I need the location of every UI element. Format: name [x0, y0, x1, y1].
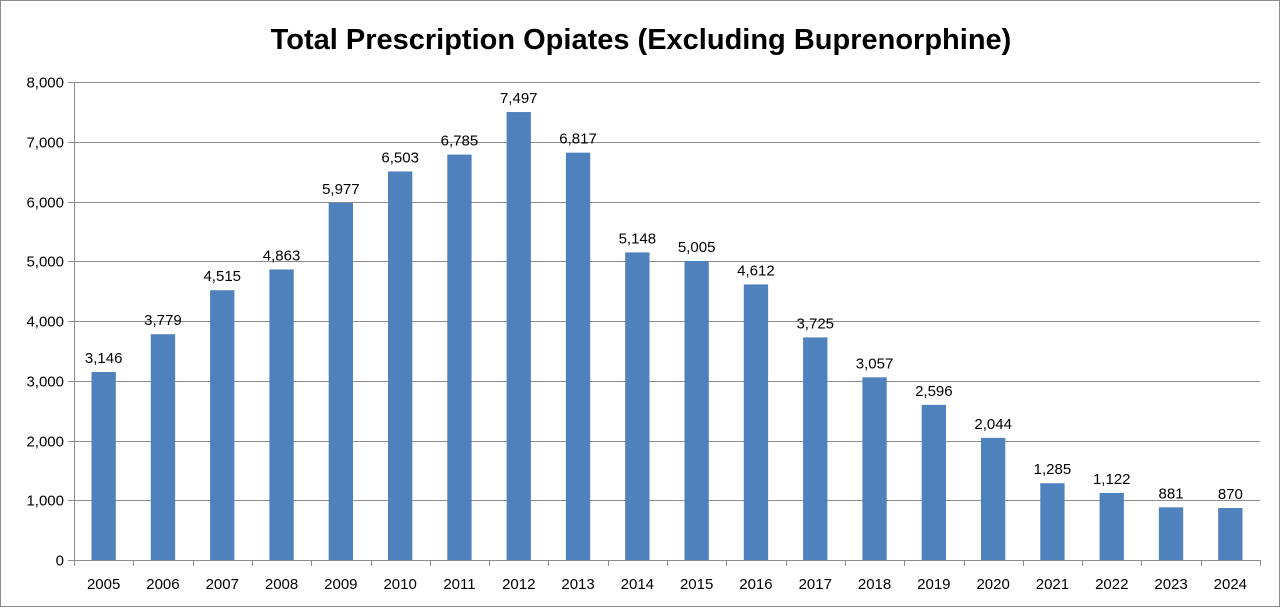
x-tick-label-2014: 2014 — [621, 576, 654, 593]
bar-2015 — [684, 260, 709, 560]
data-label-2006: 3,779 — [144, 312, 182, 329]
x-tick-label-2008: 2008 — [265, 576, 298, 593]
bar-2016 — [743, 284, 769, 560]
bar-2008 — [269, 269, 294, 560]
bar-2017 — [803, 337, 828, 560]
bar-2010 — [387, 171, 413, 560]
x-tick-label-2012: 2012 — [502, 576, 535, 593]
data-label-2009: 5,977 — [322, 181, 360, 198]
x-tick-label-2015: 2015 — [680, 576, 713, 593]
bar-2024 — [1218, 508, 1243, 560]
chart-title: Total Prescription Opiates (Excluding Bu… — [271, 24, 1012, 56]
data-label-2022: 1,122 — [1093, 471, 1131, 488]
x-tick-label-2010: 2010 — [383, 576, 416, 593]
data-label-2012: 7,497 — [500, 90, 538, 107]
x-tick-label-2013: 2013 — [561, 576, 594, 593]
data-label-2007: 4,515 — [203, 268, 241, 285]
data-label-2011: 6,785 — [441, 133, 479, 150]
axes — [68, 82, 1261, 566]
tick-labels: 0 1,000 2,000 3,000 4,000 5,000 6,000 7,000 8,00… — [26, 75, 1247, 594]
bar-2021 — [1040, 483, 1065, 560]
bar-2023 — [1158, 507, 1184, 560]
data-label-2019: 2,596 — [915, 383, 953, 400]
bar-2018 — [862, 377, 887, 560]
x-tick-label-2006: 2006 — [146, 576, 179, 593]
data-label-2014: 5,148 — [619, 230, 657, 247]
bar-2022 — [1099, 492, 1124, 560]
x-tick-label-2022: 2022 — [1095, 576, 1128, 593]
x-tick-label-2005: 2005 — [87, 576, 120, 593]
y-tick-label: 6,000 — [26, 195, 64, 212]
data-label-2016: 4,612 — [737, 262, 775, 279]
x-tick-label-2016: 2016 — [739, 576, 772, 593]
data-label-2024: 870 — [1218, 486, 1243, 503]
data-label-2015: 5,005 — [678, 239, 716, 256]
data-label-2023: 881 — [1159, 485, 1184, 502]
data-label-2020: 2,044 — [974, 416, 1012, 433]
y-tick-label: 8,000 — [26, 75, 64, 92]
x-tick-label-2011: 2011 — [443, 576, 475, 593]
data-label-2013: 6,817 — [559, 131, 597, 148]
x-tick-label-2007: 2007 — [206, 576, 239, 593]
y-tick-label: 1,000 — [26, 493, 64, 510]
data-label-2010: 6,503 — [381, 149, 419, 166]
bars — [91, 112, 1243, 561]
bar-2005 — [91, 372, 116, 560]
bar-2020 — [980, 437, 1006, 560]
x-tick-label-2023: 2023 — [1154, 576, 1187, 593]
y-tick-label: 3,000 — [26, 374, 64, 391]
y-tick-label: 5,000 — [26, 254, 64, 271]
data-label-2017: 3,725 — [796, 315, 834, 332]
data-label-2021: 1,285 — [1034, 461, 1072, 478]
x-tick-label-2018: 2018 — [858, 576, 891, 593]
x-tick-label-2021: 2021 — [1036, 576, 1069, 593]
y-tick-label: 0 — [56, 553, 64, 570]
x-tick-label-2017: 2017 — [799, 576, 832, 593]
gridlines — [74, 82, 1260, 501]
data-labels: 3,146 3,779 4,515 4,863 5,977 6,503 6,785 7,497… — [85, 90, 1243, 503]
bar-2019 — [921, 404, 946, 560]
bar-2009 — [328, 202, 353, 560]
bar-2014 — [625, 252, 650, 560]
bar-2007 — [210, 290, 235, 560]
data-label-2005: 3,146 — [85, 350, 123, 367]
y-tick-label: 4,000 — [26, 314, 64, 331]
x-tick-label-2019: 2019 — [917, 576, 950, 593]
x-tick-label-2024: 2024 — [1214, 576, 1247, 593]
bar-2011 — [447, 154, 472, 560]
x-tick-label-2009: 2009 — [324, 576, 357, 593]
data-label-2008: 4,863 — [263, 247, 301, 264]
y-tick-label: 7,000 — [26, 135, 64, 152]
data-label-2018: 3,057 — [856, 355, 894, 372]
bar-2012 — [506, 112, 531, 561]
bar-2006 — [150, 334, 176, 560]
x-tick-label-2020: 2020 — [976, 576, 1009, 593]
y-tick-label: 2,000 — [26, 434, 64, 451]
bar-2013 — [565, 152, 591, 560]
